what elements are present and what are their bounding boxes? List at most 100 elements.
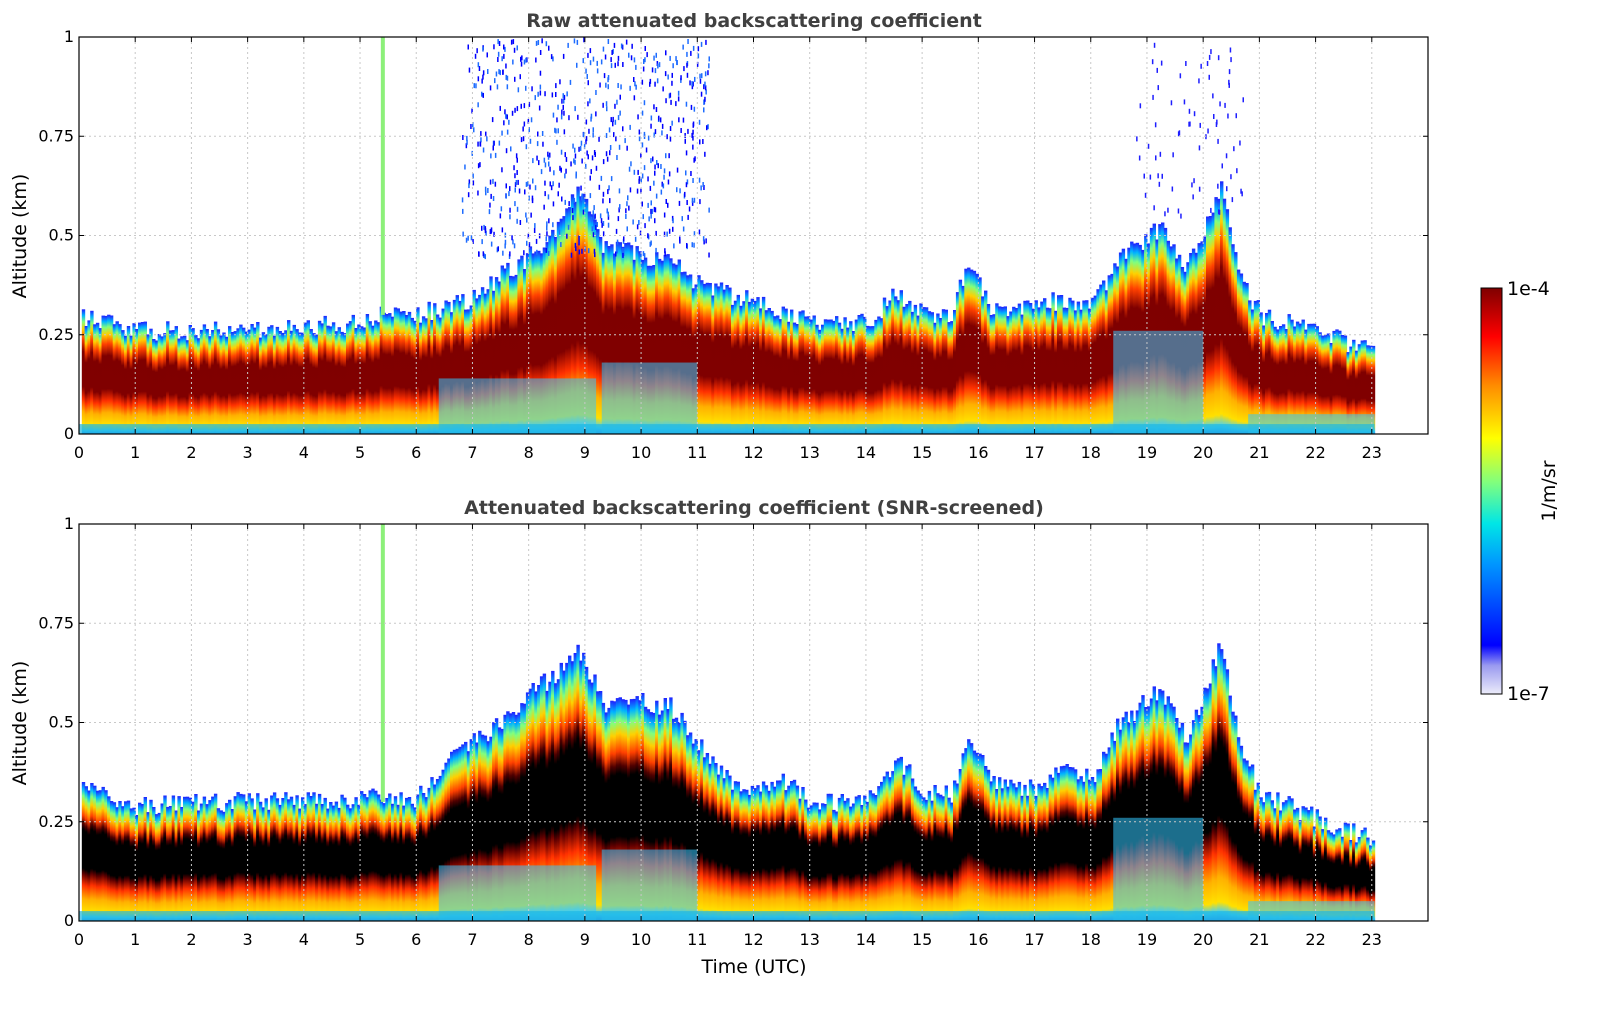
- heatmap-column: [183, 796, 187, 921]
- noise-dot: [560, 149, 563, 155]
- noise-dot: [665, 50, 667, 56]
- heatmap-column: [1371, 840, 1376, 921]
- heatmap-column: [1065, 764, 1069, 921]
- heatmap-column: [244, 801, 249, 921]
- noise-dot: [1239, 140, 1241, 146]
- noise-dot: [556, 117, 558, 123]
- noise-dot: [657, 163, 659, 169]
- heatmap-column: [1214, 666, 1218, 921]
- noise-dot: [590, 169, 592, 175]
- noise-dot: [499, 213, 502, 219]
- noise-dot: [589, 48, 592, 54]
- heatmap-column: [596, 691, 600, 921]
- noise-dot: [661, 181, 663, 187]
- x-tick-label: 22: [1305, 930, 1325, 949]
- heatmap-column: [1220, 181, 1224, 434]
- heatmap-column: [542, 673, 547, 921]
- heatmap-column: [587, 211, 592, 434]
- heatmap-column: [708, 763, 712, 921]
- heatmap-column: [714, 283, 718, 434]
- heatmap-column: [986, 304, 991, 434]
- heatmap-column: [750, 298, 755, 434]
- noise-dot: [492, 145, 494, 151]
- heatmap-column: [913, 786, 918, 921]
- heatmap-column: [1079, 309, 1083, 434]
- noise-dot: [1147, 143, 1150, 149]
- noise-dot: [468, 67, 471, 73]
- grid: [78, 36, 1428, 435]
- heatmap-column: [1281, 802, 1286, 921]
- heatmap-column: [166, 321, 170, 434]
- noise-dot: [525, 144, 528, 150]
- noise-dot: [1144, 192, 1147, 198]
- noise-dot: [1161, 173, 1163, 179]
- noise-dot: [1193, 111, 1196, 117]
- heatmap-column: [1298, 820, 1303, 921]
- x-tick-label: 17: [1024, 930, 1044, 949]
- heatmap-column: [548, 681, 552, 921]
- noise-dot: [641, 142, 644, 148]
- noise-dot: [569, 79, 572, 85]
- noise-dot: [549, 181, 551, 187]
- noise-dot: [652, 156, 654, 162]
- heatmap-column: [98, 790, 103, 921]
- heatmap-column: [323, 797, 327, 921]
- noise-dot: [689, 80, 691, 86]
- heatmap-column: [132, 323, 136, 434]
- noise-dot: [692, 122, 694, 128]
- noise-dot: [539, 50, 542, 55]
- heatmap-column: [228, 326, 232, 434]
- heatmap-column: [632, 698, 637, 921]
- heatmap-column: [256, 793, 260, 921]
- noise-dot: [616, 155, 618, 160]
- heatmap-column: [1099, 284, 1103, 434]
- heatmap-column: [899, 290, 903, 434]
- heatmap-column: [250, 798, 254, 921]
- noise-dot: [562, 53, 565, 59]
- noise-dot: [589, 175, 591, 181]
- heatmap-column: [1096, 289, 1100, 434]
- heatmap-column: [531, 253, 535, 434]
- heatmap-column: [888, 777, 892, 921]
- heatmap-column: [613, 253, 617, 434]
- noise-dot: [644, 223, 646, 229]
- noise-dot: [654, 129, 657, 135]
- y-tick-label: 0.75: [38, 126, 74, 145]
- heatmap-column: [461, 294, 465, 434]
- noise-dot: [668, 171, 671, 177]
- heatmap-column: [93, 324, 97, 434]
- heatmap-column: [1065, 307, 1069, 434]
- noise-dot: [642, 66, 645, 72]
- heatmap-column: [604, 712, 608, 921]
- heatmap-column: [1085, 300, 1089, 434]
- heatmap-column: [953, 310, 957, 434]
- noise-dot: [504, 46, 506, 52]
- heatmap-column: [868, 326, 873, 434]
- noise-dot: [482, 46, 484, 52]
- noise-dot: [644, 46, 646, 51]
- heatmap-column: [1034, 795, 1038, 921]
- heatmap-column: [480, 734, 485, 921]
- heatmap-column: [385, 314, 389, 434]
- heatmap-column: [1152, 686, 1156, 921]
- noise-dot: [547, 194, 550, 200]
- noise-dot: [527, 181, 529, 187]
- noise-dot: [480, 131, 482, 137]
- noise-dot: [1230, 174, 1232, 180]
- noise-dot: [1160, 60, 1163, 66]
- heatmap-column: [475, 298, 479, 434]
- noise-dot: [576, 62, 578, 68]
- heatmap-column: [593, 219, 597, 434]
- noise-dot: [649, 185, 652, 191]
- noise-dot: [700, 185, 702, 191]
- noise-dot: [1153, 205, 1155, 211]
- noise-dot: [461, 197, 464, 203]
- heatmap-column: [1211, 659, 1215, 921]
- heatmap-column: [441, 308, 445, 434]
- heatmap-column: [424, 797, 429, 921]
- heatmap-column: [666, 254, 670, 434]
- heatmap-column: [745, 789, 749, 921]
- noise-dot: [509, 251, 511, 257]
- noise-dot: [583, 37, 585, 43]
- noise-dot: [1198, 78, 1200, 84]
